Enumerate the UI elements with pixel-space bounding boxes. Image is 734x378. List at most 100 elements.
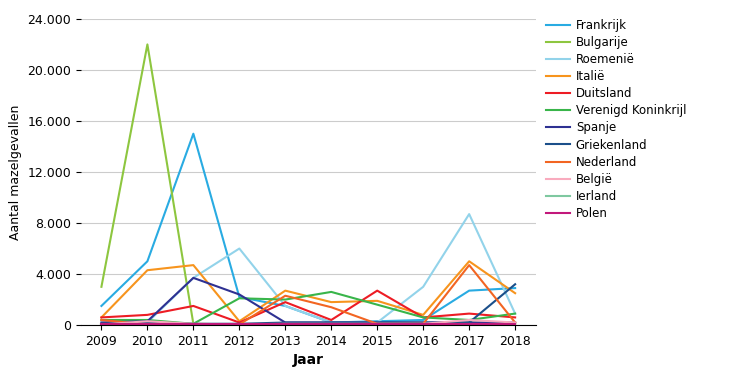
Roemenië xyxy=(97,320,106,325)
Roemenië xyxy=(373,320,382,325)
Nederland xyxy=(511,320,520,325)
Verenigd Koninkrijl xyxy=(327,290,335,294)
België xyxy=(511,320,520,325)
Spanje xyxy=(143,319,152,324)
Griekenland xyxy=(419,320,428,325)
Bulgarije xyxy=(419,322,428,327)
Line: Griekenland: Griekenland xyxy=(101,284,515,324)
Duitsland xyxy=(373,288,382,293)
Spanje xyxy=(189,276,197,280)
Polen xyxy=(373,322,382,327)
Italië xyxy=(511,291,520,296)
Griekenland xyxy=(235,322,244,326)
Line: België: België xyxy=(101,320,515,324)
Line: Bulgarije: Bulgarije xyxy=(101,45,515,324)
Spanje xyxy=(373,320,382,325)
Line: Roemenië: Roemenië xyxy=(101,214,515,322)
Ierland xyxy=(373,322,382,327)
Polen xyxy=(189,322,197,327)
Spanje xyxy=(235,292,244,297)
Frankrijk xyxy=(373,319,382,324)
Nederland xyxy=(97,318,106,322)
Line: Spanje: Spanje xyxy=(101,278,515,322)
Duitsland xyxy=(189,304,197,308)
Bulgarije xyxy=(143,42,152,47)
Frankrijk xyxy=(281,304,290,308)
Frankrijk xyxy=(327,320,335,325)
Polen xyxy=(281,322,290,327)
Polen xyxy=(143,322,152,327)
Line: Verenigd Koninkrijl: Verenigd Koninkrijl xyxy=(101,292,515,324)
Verenigd Koninkrijl xyxy=(511,311,520,316)
Italië xyxy=(97,315,106,320)
Roemenië xyxy=(143,320,152,325)
Polen xyxy=(465,322,473,327)
Roemenië xyxy=(511,311,520,316)
Line: Frankrijk: Frankrijk xyxy=(101,134,515,322)
Italië xyxy=(419,313,428,317)
Roemenië xyxy=(465,212,473,216)
Italië xyxy=(143,268,152,273)
Ierland xyxy=(97,322,106,327)
Nederland xyxy=(281,293,290,298)
Bulgarije xyxy=(235,322,244,327)
Griekenland xyxy=(143,320,152,325)
Polen xyxy=(327,322,335,327)
Frankrijk xyxy=(235,295,244,299)
Duitsland xyxy=(419,315,428,320)
Bulgarije xyxy=(465,320,473,325)
Ierland xyxy=(511,322,520,327)
Nederland xyxy=(373,322,382,326)
Griekenland xyxy=(465,320,473,325)
Griekenland xyxy=(281,320,290,325)
Ierland xyxy=(327,322,335,327)
Ierland xyxy=(143,322,152,327)
Roemenië xyxy=(419,285,428,289)
Frankrijk xyxy=(419,318,428,322)
Bulgarije xyxy=(511,322,520,326)
België xyxy=(327,322,335,326)
Legend: Frankrijk, Bulgarije, Roemenië, Italië, Duitsland, Verenigd Koninkrijl, Spanje, : Frankrijk, Bulgarije, Roemenië, Italië, … xyxy=(546,19,686,220)
Verenigd Koninkrijl xyxy=(373,302,382,307)
Nederland xyxy=(143,322,152,327)
Griekenland xyxy=(327,320,335,325)
Duitsland xyxy=(327,318,335,322)
Bulgarije xyxy=(327,322,335,326)
Polen xyxy=(235,322,244,327)
Line: Nederland: Nederland xyxy=(101,265,515,324)
Duitsland xyxy=(281,300,290,304)
Griekenland xyxy=(97,322,106,326)
Spanje xyxy=(327,320,335,325)
Polen xyxy=(511,322,520,327)
Frankrijk xyxy=(511,286,520,290)
Duitsland xyxy=(511,315,520,320)
Nederland xyxy=(327,305,335,310)
Nederland xyxy=(235,322,244,327)
Duitsland xyxy=(465,311,473,316)
Griekenland xyxy=(373,320,382,325)
België xyxy=(465,318,473,322)
Duitsland xyxy=(97,315,106,320)
Griekenland xyxy=(511,282,520,287)
Italië xyxy=(189,263,197,267)
Bulgarije xyxy=(373,322,382,327)
Spanje xyxy=(281,320,290,325)
Roemenië xyxy=(235,246,244,251)
Verenigd Koninkrijl xyxy=(189,322,197,326)
Ierland xyxy=(281,322,290,327)
Verenigd Koninkrijl xyxy=(465,318,473,322)
Griekenland xyxy=(189,322,197,326)
Bulgarije xyxy=(189,322,197,326)
Italië xyxy=(465,259,473,263)
Nederland xyxy=(189,322,197,327)
Line: Duitsland: Duitsland xyxy=(101,291,515,322)
Polen xyxy=(97,322,106,327)
België xyxy=(189,322,197,326)
Verenigd Koninkrijl xyxy=(419,315,428,320)
België xyxy=(373,322,382,326)
Verenigd Koninkrijl xyxy=(235,296,244,301)
Roemenië xyxy=(327,320,335,325)
België xyxy=(97,322,106,327)
Italië xyxy=(373,299,382,303)
Spanje xyxy=(465,320,473,325)
